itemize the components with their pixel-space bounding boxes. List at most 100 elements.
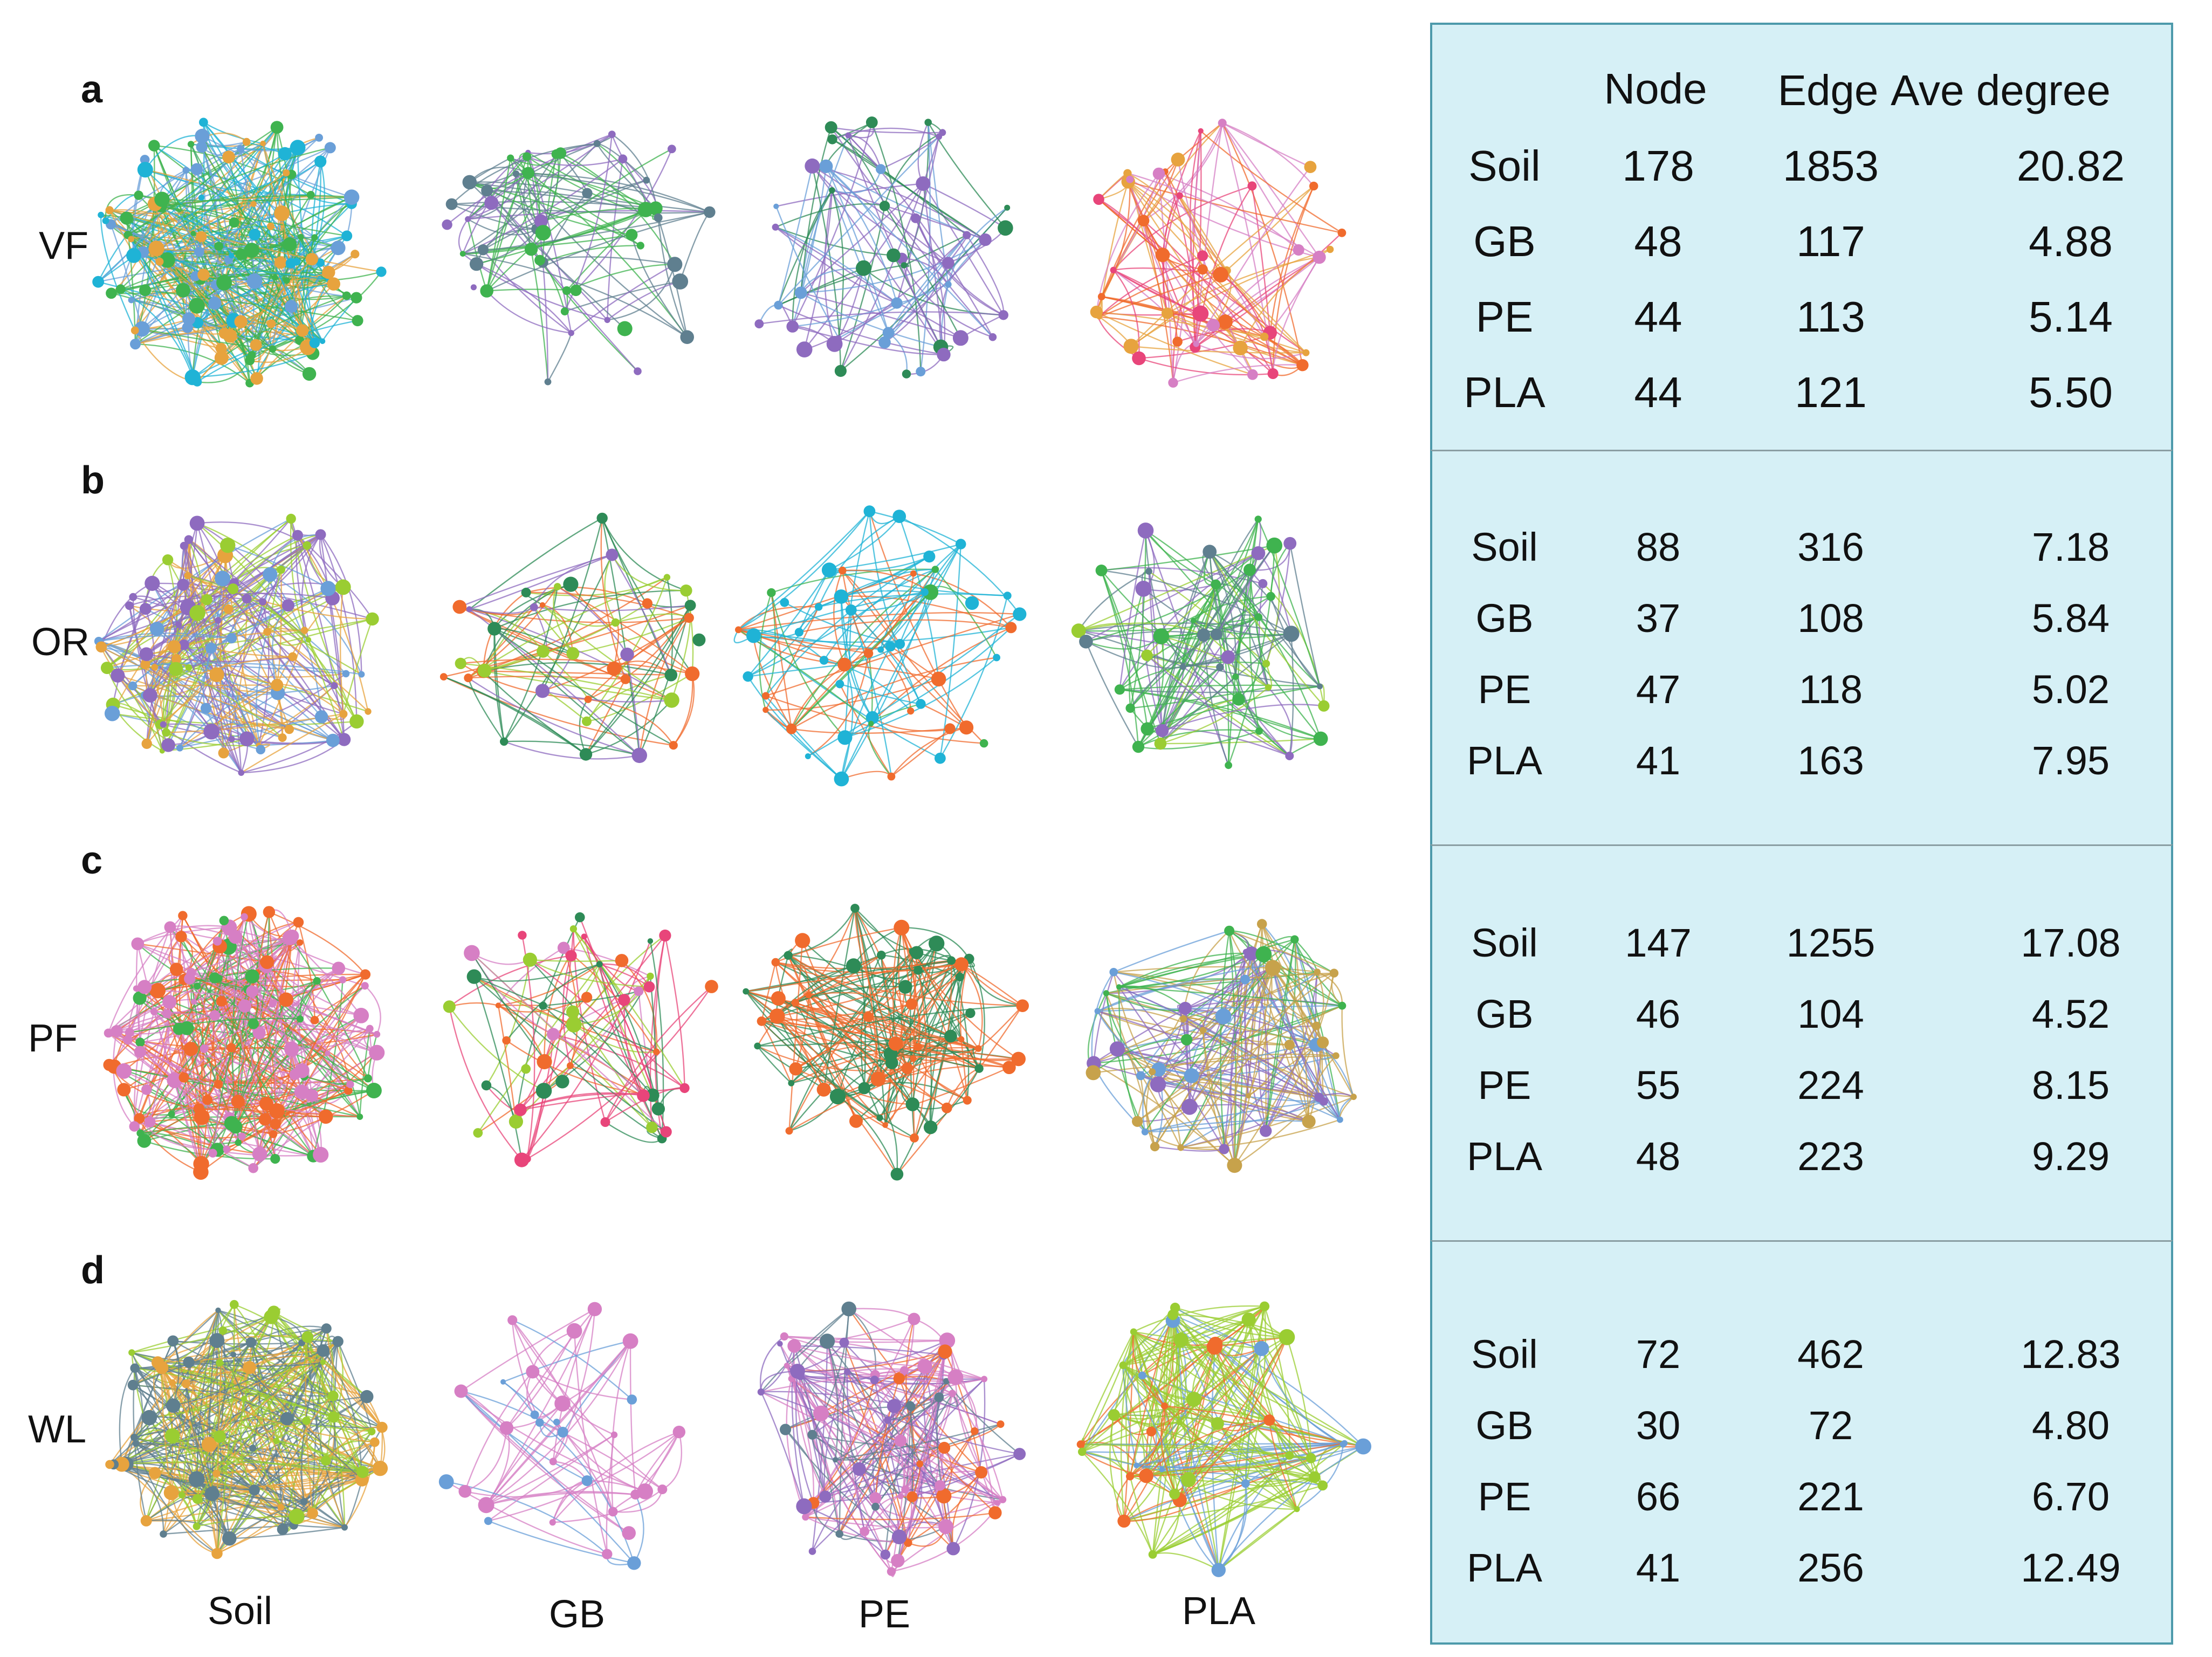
graph-edge [812,1434,946,1528]
graph-node [484,1517,492,1525]
graph-edge [611,554,672,676]
graph-edge [747,569,830,677]
graph-edge [510,157,688,338]
graph-node [884,1416,892,1424]
graph-node [1003,592,1012,600]
graph-node [1219,1144,1229,1154]
graph-node [220,538,236,553]
graph-node [187,141,195,148]
graph-node [802,1513,809,1521]
graph-node [116,1063,132,1079]
graph-edge [301,1342,363,1473]
graph-node [555,1075,569,1089]
graph-edge [1162,704,1324,732]
graph-edge [1129,1339,1182,1477]
graph-edge [149,1121,314,1157]
graph-edge [290,937,369,1079]
graph-edge [221,1001,321,1156]
graph-edge [1146,584,1217,656]
graph-node [660,1126,672,1138]
graph-node [1132,740,1145,753]
graph-node [102,217,109,224]
graph-node [373,1030,381,1038]
graph-edge [604,986,712,1123]
graph-edge [256,631,268,750]
graph-edge [1158,173,1174,383]
graph-edge [281,213,303,331]
graph-node [196,231,207,243]
graph-edge [462,143,598,255]
graph-node [1232,673,1239,680]
graph-edge [280,1395,334,1508]
graph-node [1267,961,1274,968]
graph-edge [649,935,666,1127]
row-node: 55 [1636,1063,1681,1108]
graph-edge [223,599,248,753]
graph-node [988,1506,1002,1520]
row-edge: 121 [1795,368,1867,416]
graph-node [1255,946,1272,962]
graph-edge [101,607,189,648]
graph-node [213,1430,226,1443]
graph-node [500,737,509,746]
graph-edge [1193,620,1292,636]
graph-node [539,1001,547,1010]
graph-edge [623,1000,644,1096]
graph-edge [461,1391,629,1534]
graph-edge [1152,1306,1266,1555]
graph-node [1254,1341,1269,1356]
graph-node [622,1526,636,1540]
graph-edge [161,1310,219,1369]
graph-node [813,1405,829,1421]
graph-node [1247,369,1258,380]
graph-node [1241,1479,1250,1488]
graph-edge [803,183,924,350]
graph-node [366,1025,374,1033]
graph-edge [1220,274,1274,374]
graph-edge [638,617,690,756]
graph-edge [745,991,915,1139]
graph-node [1179,663,1186,670]
graph-node [1126,175,1134,183]
graph-edge [800,292,941,348]
graph-edge [968,958,985,1069]
graph-edge [791,728,950,734]
row-ave: 4.80 [2031,1403,2110,1448]
network-graph [733,505,1027,787]
graph-edge [759,1336,785,1392]
graph-edge [760,1345,795,1393]
graph-edge [254,147,299,235]
graph-edge [825,166,993,338]
graph-node [905,1401,915,1410]
graph-node [1146,1426,1157,1436]
graph-edge [945,1380,1020,1455]
graph-node [105,1460,114,1469]
graph-edge [1289,634,1294,757]
graph-edge [775,226,897,304]
graph-node [1266,592,1275,601]
graph-edge [154,1011,377,1035]
graph-node [1094,1008,1101,1014]
graph-node [1283,625,1300,642]
graph-node [114,1456,129,1472]
graph-node [269,1103,285,1119]
graph-node [952,330,968,346]
graph-node [1172,336,1183,347]
row-ave: 5.02 [2031,667,2110,712]
graph-node [277,1503,285,1511]
graph-edge [1180,1339,1311,1459]
graph-node [250,339,262,351]
graph-node [302,1417,311,1425]
graph-node [193,1103,205,1115]
graph-node [876,164,886,174]
graph-edge [516,173,710,213]
graph-node [318,1109,333,1124]
graph-edge [339,587,345,714]
graph-edge [483,662,671,676]
graph-edge [1086,569,1251,642]
graph-edge [198,251,357,299]
graph-node [878,336,891,349]
graph-edge [146,1395,334,1522]
graph-edge [888,239,986,334]
graph-node [910,213,920,223]
